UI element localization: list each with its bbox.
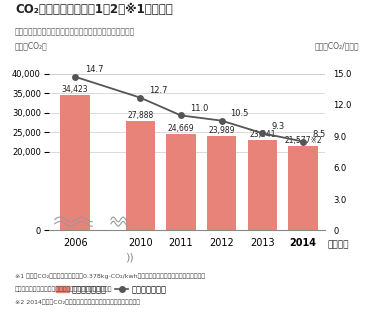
Text: ※2 2014年度のCO₂排出量について、第三者検証を受けました。: ※2 2014年度のCO₂排出量について、第三者検証を受けました。 xyxy=(15,299,140,305)
Bar xyxy=(207,136,236,230)
Text: 27,888: 27,888 xyxy=(127,111,153,120)
Text: 14.7: 14.7 xyxy=(85,65,104,74)
Bar xyxy=(61,95,90,230)
Bar xyxy=(126,121,155,230)
Text: 8.5: 8.5 xyxy=(312,130,325,139)
Text: 23,041: 23,041 xyxy=(249,130,276,139)
Text: 23,989: 23,989 xyxy=(208,126,235,135)
Text: 10.5: 10.5 xyxy=(230,109,249,118)
Text: CO₂排出量（スコープ1、2）※1／原単位: CO₂排出量（スコープ1、2）※1／原単位 xyxy=(15,3,173,16)
Bar xyxy=(288,146,318,230)
Text: )): )) xyxy=(125,252,134,263)
Text: 9.3: 9.3 xyxy=(271,122,285,131)
Text: （トンCO₂/億円）: （トンCO₂/億円） xyxy=(315,42,359,51)
Text: （トンCO₂）: （トンCO₂） xyxy=(15,42,48,51)
Bar xyxy=(248,140,277,230)
Text: （年度）: （年度） xyxy=(327,240,349,249)
Text: フィスでの空調エネルギーなど一部で推計値を含みます。: フィスでの空調エネルギーなど一部で推計値を含みます。 xyxy=(15,286,113,292)
Bar xyxy=(166,134,196,230)
Text: ※1 電力のCO₂排出係数は一定値（0.378kg-CO₂/kwh）を採用しています。なお、テナントオ: ※1 電力のCO₂排出係数は一定値（0.378kg-CO₂/kwh）を採用してい… xyxy=(15,274,205,279)
Text: アズビル株式会社、国内連結子会社及び海外主要生産拠点: アズビル株式会社、国内連結子会社及び海外主要生産拠点 xyxy=(15,27,135,36)
Text: 11.0: 11.0 xyxy=(190,104,208,113)
Text: 12.7: 12.7 xyxy=(149,86,168,95)
Text: 34,423: 34,423 xyxy=(62,85,88,94)
Text: 21,577※2: 21,577※2 xyxy=(284,136,322,145)
Legend: 排出量（左軸）, 原単位（右軸）: 排出量（左軸）, 原単位（右軸） xyxy=(53,282,169,297)
Text: 24,669: 24,669 xyxy=(168,124,194,132)
